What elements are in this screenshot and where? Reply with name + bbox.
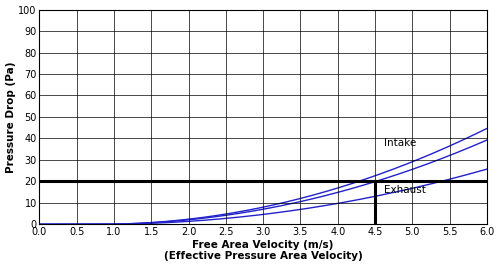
Y-axis label: Pressure Drop (Pa): Pressure Drop (Pa) xyxy=(6,61,16,173)
X-axis label: Free Area Velocity (m/s)
(Effective Pressure Area Velocity): Free Area Velocity (m/s) (Effective Pres… xyxy=(164,240,362,261)
Text: Exhaust: Exhaust xyxy=(384,185,426,195)
Text: Intake: Intake xyxy=(384,138,416,148)
